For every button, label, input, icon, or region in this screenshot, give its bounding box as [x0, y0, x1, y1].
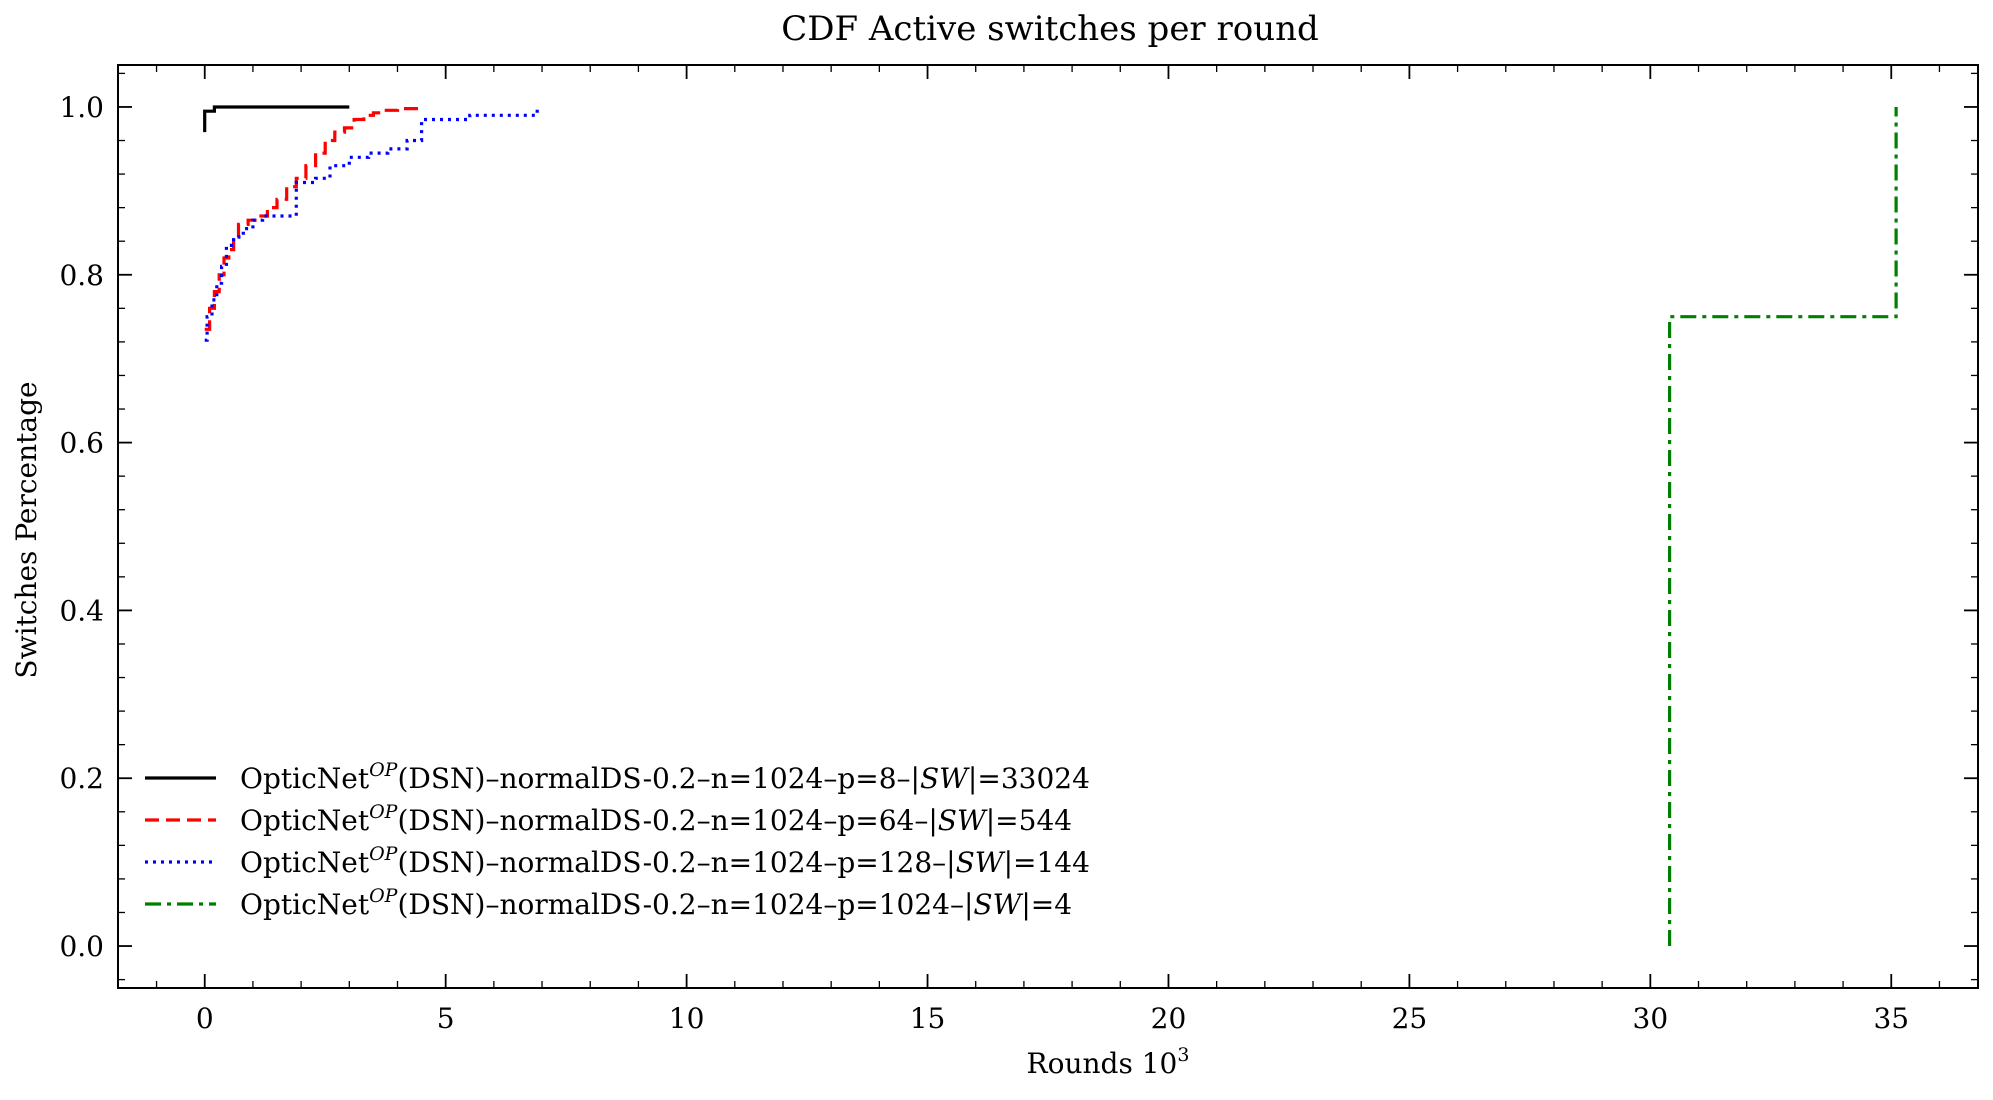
legend-entry-suffix: |=4: [1021, 888, 1072, 921]
y-tick-label: 0.0: [59, 930, 104, 963]
y-tick-label: 1.0: [59, 91, 104, 124]
legend-entry-prefix: OpticNet: [240, 846, 370, 879]
series-layer: [203, 105, 1898, 946]
y-tick-label: 0.8: [59, 259, 104, 292]
series-line-1: [203, 105, 350, 133]
plot-frame: [117, 64, 1979, 989]
legend-entry-4: OpticNetOP(DSN)–normalDS-0.2–n=1024–p=10…: [240, 885, 1072, 921]
x-tick-label: 0: [196, 1002, 214, 1035]
x-axis-label: Rounds 103: [1027, 1044, 1190, 1080]
y-tick-label: 0.4: [59, 594, 104, 627]
legend-entry-middle: (DSN)–normalDS-0.2–n=1024–p=64–|: [397, 804, 937, 837]
legend-entry-italic: SW: [956, 846, 1006, 879]
x-tick-label: 25: [1392, 1002, 1428, 1035]
legend-entry-superscript: OP: [369, 885, 399, 907]
legend-entry-1: OpticNetOP(DSN)–normalDS-0.2–n=1024–p=8–…: [240, 759, 1090, 795]
x-tick-label: 15: [910, 1002, 946, 1035]
legend-entry-italic: SW: [973, 888, 1023, 921]
series-line-4: [1668, 107, 1898, 946]
ticks-layer: 0 5 10 15 20 25 30 35 0.0 0.2 0.4 0.6 0.8 1.0: [59, 65, 1978, 1035]
legend-entry-middle: (DSN)–normalDS-0.2–n=1024–p=1024–|: [397, 888, 973, 921]
y-axis-label: Switches Percentage: [10, 381, 43, 678]
x-tick-label: 10: [669, 1002, 705, 1035]
legend-entry-superscript: OP: [369, 843, 399, 865]
legend-entry-prefix: OpticNet: [240, 762, 370, 795]
legend: OpticNetOP(DSN)–normalDS-0.2–n=1024–p=8–…: [145, 759, 1090, 921]
y-tick-label: 0.2: [59, 762, 104, 795]
x-tick-label: 30: [1633, 1002, 1669, 1035]
x-axis-label-superscript: 3: [1177, 1044, 1189, 1066]
legend-entry-suffix: |=544: [986, 804, 1072, 837]
legend-entry-suffix: |=144: [1004, 846, 1090, 879]
legend-entry-prefix: OpticNet: [240, 804, 370, 837]
legend-entry-italic: SW: [938, 804, 988, 837]
legend-entry-superscript: OP: [369, 801, 399, 823]
chart-title: CDF Active switches per round: [781, 9, 1319, 49]
legend-entry-3: OpticNetOP(DSN)–normalDS-0.2–n=1024–p=12…: [240, 843, 1090, 879]
legend-entry-italic: SW: [920, 762, 970, 795]
x-tick-label: 35: [1873, 1002, 1909, 1035]
x-axis-label-text: Rounds 10: [1027, 1047, 1178, 1080]
legend-entry-prefix: OpticNet: [240, 888, 370, 921]
series-line-3: [204, 107, 539, 342]
x-tick-label: 20: [1151, 1002, 1187, 1035]
legend-entry-middle: (DSN)–normalDS-0.2–n=1024–p=8–|: [397, 762, 919, 795]
x-tick-label: 5: [437, 1002, 455, 1035]
legend-entry-middle: (DSN)–normalDS-0.2–n=1024–p=128–|: [397, 846, 955, 879]
legend-entry-suffix: |=33024: [968, 762, 1090, 795]
legend-entry-2: OpticNetOP(DSN)–normalDS-0.2–n=1024–p=64…: [240, 801, 1072, 837]
series-line-2: [204, 107, 424, 331]
legend-entry-superscript: OP: [369, 759, 399, 781]
y-tick-label: 0.6: [59, 427, 104, 460]
